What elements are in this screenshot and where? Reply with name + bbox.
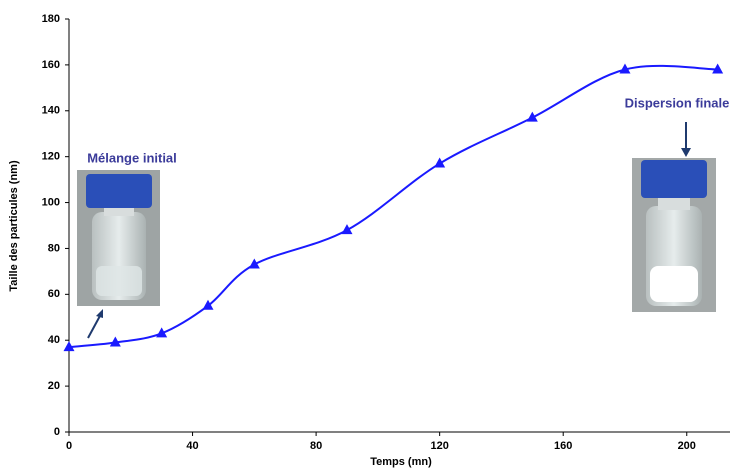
- y-tick-label: 40: [48, 334, 60, 346]
- y-tick-label: 160: [42, 59, 60, 71]
- bottle-initial: [77, 170, 160, 306]
- marker: [202, 299, 214, 310]
- marker: [341, 224, 353, 235]
- y-tick-label: 140: [42, 105, 60, 117]
- y-axis-title: Taille des particules (nm): [8, 160, 20, 292]
- x-tick-label: 40: [186, 440, 198, 452]
- x-tick-label: 200: [678, 440, 696, 452]
- marker: [434, 157, 446, 168]
- arrow: [87, 313, 102, 339]
- annotation: Dispersion finale: [625, 95, 730, 110]
- marker: [156, 327, 168, 338]
- marker: [619, 63, 631, 74]
- x-tick-label: 80: [310, 440, 322, 452]
- y-tick-label: 0: [54, 426, 60, 438]
- line: [68, 64, 718, 349]
- bottle-final: [632, 158, 716, 312]
- y-tick-label: 60: [48, 288, 60, 300]
- y-tick-label: 20: [48, 380, 60, 392]
- annotation: Mélange initial: [87, 150, 177, 165]
- x-tick-label: 0: [66, 440, 72, 452]
- x-axis-title: Temps (mn): [370, 456, 432, 468]
- marker: [109, 336, 121, 347]
- marker: [712, 63, 724, 74]
- y-tick-label: 120: [42, 151, 60, 163]
- marker: [248, 258, 260, 269]
- arrow-head: [681, 148, 691, 157]
- x-tick-label: 120: [430, 440, 448, 452]
- y-tick-label: 180: [42, 13, 60, 25]
- arrow-head: [96, 309, 103, 318]
- y-tick-label: 100: [42, 196, 60, 208]
- marker: [526, 111, 538, 122]
- y-tick-label: 80: [48, 242, 60, 254]
- marker: [63, 341, 75, 352]
- x-tick-label: 160: [554, 440, 572, 452]
